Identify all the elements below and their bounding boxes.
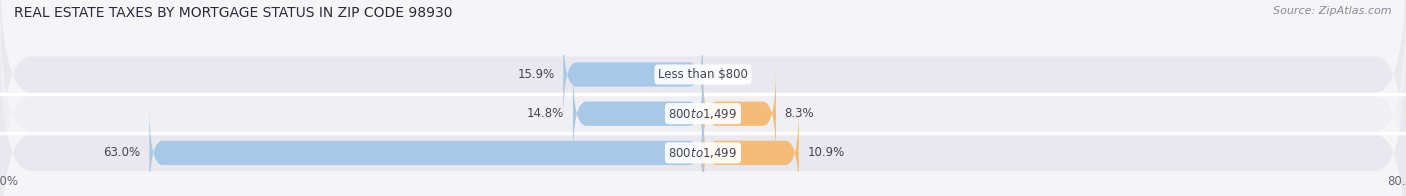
Text: Less than $800: Less than $800 [658, 68, 748, 81]
FancyBboxPatch shape [564, 28, 703, 121]
FancyBboxPatch shape [149, 106, 703, 196]
FancyBboxPatch shape [574, 67, 703, 160]
FancyBboxPatch shape [0, 34, 1406, 196]
Text: REAL ESTATE TAXES BY MORTGAGE STATUS IN ZIP CODE 98930: REAL ESTATE TAXES BY MORTGAGE STATUS IN … [14, 6, 453, 20]
Text: $800 to $1,499: $800 to $1,499 [668, 146, 738, 160]
Text: 10.9%: 10.9% [807, 146, 845, 159]
Text: 15.9%: 15.9% [517, 68, 554, 81]
Text: 63.0%: 63.0% [104, 146, 141, 159]
Text: 0.0%: 0.0% [711, 68, 741, 81]
Text: 14.8%: 14.8% [527, 107, 564, 120]
FancyBboxPatch shape [703, 106, 799, 196]
Text: Source: ZipAtlas.com: Source: ZipAtlas.com [1274, 6, 1392, 16]
Text: $800 to $1,499: $800 to $1,499 [668, 107, 738, 121]
Text: 8.3%: 8.3% [785, 107, 814, 120]
FancyBboxPatch shape [703, 67, 776, 160]
